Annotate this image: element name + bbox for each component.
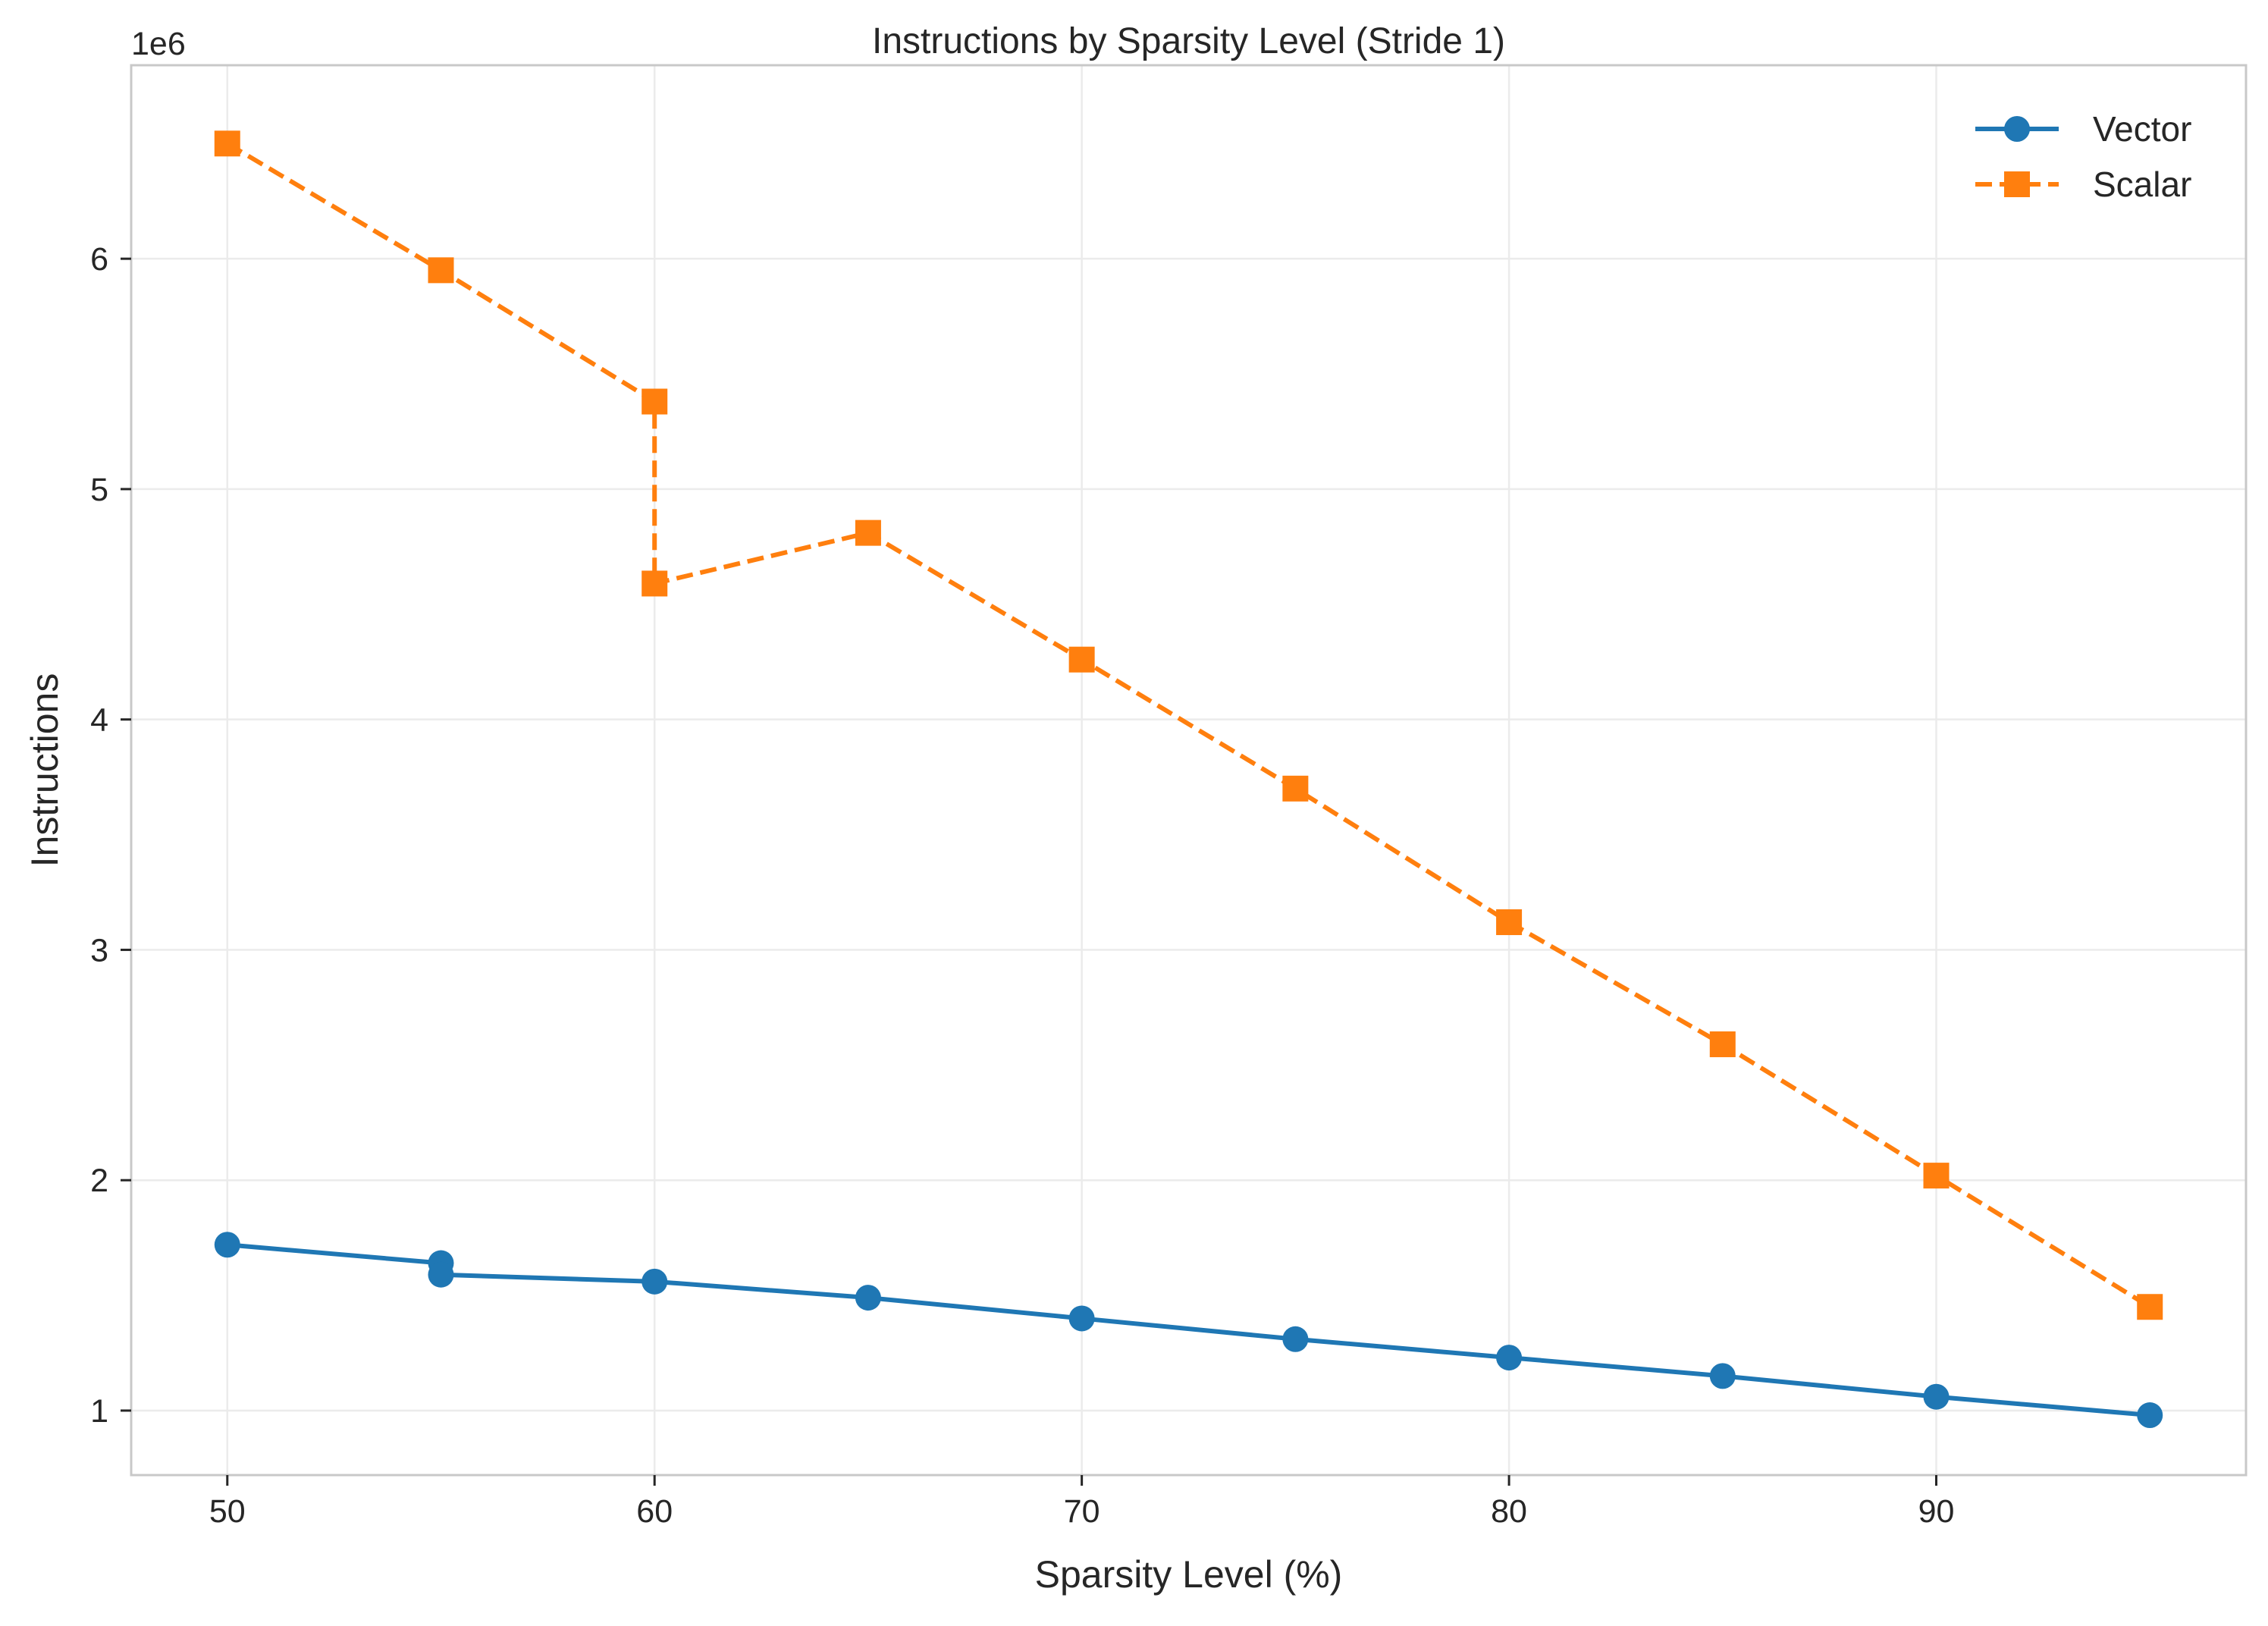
y-axis-offset-label: 1e6 (131, 26, 186, 62)
y-tick-label: 5 (90, 472, 108, 508)
legend: Vector Scalar (1975, 109, 2191, 204)
data-point-scalar (642, 570, 668, 597)
series-vector (214, 1232, 2163, 1429)
series-layer (214, 130, 2163, 1429)
y-tick-label: 3 (90, 932, 108, 968)
data-point-vector (1709, 1363, 1736, 1389)
y-tick-label: 1 (90, 1393, 108, 1430)
y-tick-label: 2 (90, 1163, 108, 1199)
data-point-vector (1496, 1345, 1523, 1371)
x-tick-label: 90 (1918, 1493, 1955, 1530)
legend-item-vector: Vector (1975, 109, 2191, 149)
data-point-scalar (214, 130, 240, 157)
plot-frame (130, 64, 2248, 1477)
data-point-vector (2137, 1402, 2163, 1429)
data-point-vector (1068, 1305, 1095, 1332)
x-tick-label: 50 (209, 1493, 246, 1530)
y-tick-label: 6 (90, 241, 108, 278)
data-point-vector (642, 1268, 668, 1295)
data-point-scalar (1282, 775, 1309, 802)
y-tick-label: 4 (90, 702, 108, 739)
data-point-scalar (428, 257, 454, 284)
series-scalar (214, 130, 2163, 1320)
legend-label-scalar: Scalar (2093, 165, 2191, 204)
data-point-scalar (642, 388, 668, 415)
data-point-scalar (2137, 1294, 2163, 1320)
x-tick-label: 70 (1064, 1493, 1100, 1530)
data-point-scalar (1496, 909, 1523, 935)
data-point-scalar (1709, 1031, 1736, 1057)
x-tick-label: 60 (636, 1493, 673, 1530)
axes: 50 60 70 80 90 1 2 3 4 5 6 (90, 241, 1954, 1530)
grid-lines (131, 65, 2246, 1475)
data-point-scalar (1068, 646, 1095, 673)
legend-label-vector: Vector (2093, 109, 2191, 149)
data-point-vector (214, 1232, 240, 1258)
y-axis-label: Instructions (24, 673, 66, 868)
x-tick-label: 80 (1491, 1493, 1527, 1530)
data-point-vector (855, 1285, 881, 1311)
legend-item-scalar: Scalar (1975, 165, 2191, 204)
x-axis-label: Sparsity Level (%) (1035, 1553, 1343, 1596)
legend-marker-scalar (2004, 171, 2030, 197)
data-point-vector (1923, 1383, 1950, 1410)
data-point-vector (428, 1261, 454, 1288)
chart-title: Instructions by Sparsity Level (Stride 1… (872, 21, 1505, 61)
legend-marker-vector (2004, 116, 2030, 142)
data-point-vector (1282, 1326, 1309, 1352)
data-point-scalar (1923, 1163, 1950, 1189)
data-point-scalar (855, 520, 881, 546)
